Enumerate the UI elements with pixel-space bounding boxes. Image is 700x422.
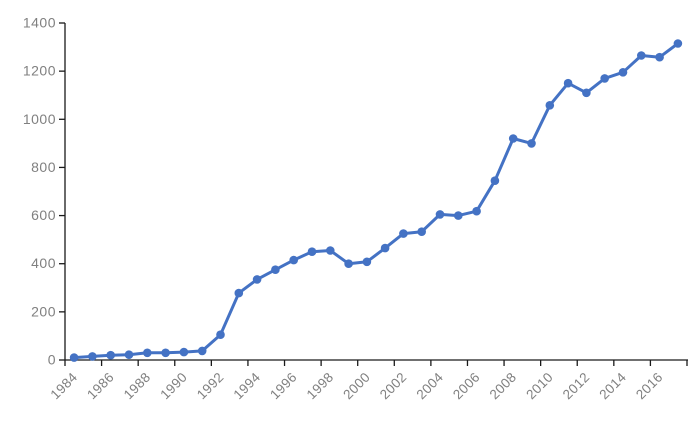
data-point-marker xyxy=(380,243,390,253)
x-tick-label: 1996 xyxy=(267,370,300,403)
data-point-marker xyxy=(545,101,555,110)
x-tick-label: 2010 xyxy=(523,370,556,403)
data-point-marker xyxy=(600,74,609,83)
y-tick-label: 0 xyxy=(48,352,56,368)
y-tick-label: 1400 xyxy=(23,15,56,31)
data-point-marker xyxy=(527,139,536,148)
data-point-marker xyxy=(582,88,591,98)
data-point-marker xyxy=(655,52,664,62)
x-tick-label: 2002 xyxy=(377,370,410,403)
data-point-marker xyxy=(234,288,244,298)
data-point-marker xyxy=(435,210,445,219)
x-tick-label: 2012 xyxy=(560,370,593,403)
x-tick-label: 2004 xyxy=(413,369,446,402)
data-point-marker xyxy=(508,134,518,143)
x-tick-label: 1994 xyxy=(231,369,264,402)
data-point-marker xyxy=(344,259,353,269)
y-tick-label: 600 xyxy=(31,207,56,223)
data-point-marker xyxy=(673,39,683,48)
x-tick-label: 1990 xyxy=(157,370,190,403)
data-point-marker xyxy=(252,275,262,284)
data-point-marker xyxy=(454,211,463,220)
data-point-marker xyxy=(326,246,335,255)
data-point-marker xyxy=(472,206,481,216)
data-point-marker xyxy=(179,347,189,357)
data-point-marker xyxy=(417,227,427,236)
y-tick-label: 1200 xyxy=(23,63,56,79)
data-point-marker xyxy=(618,68,628,77)
x-tick-label: 2016 xyxy=(633,370,666,403)
x-tick-label: 1988 xyxy=(121,370,154,403)
data-point-marker xyxy=(124,350,134,360)
series-line xyxy=(72,42,680,360)
x-tick-label: 2014 xyxy=(596,369,629,402)
x-tick-label: 1984 xyxy=(48,369,81,402)
y-tick-label: 200 xyxy=(31,303,56,319)
data-point-marker xyxy=(69,353,79,362)
x-tick-label: 1998 xyxy=(304,370,337,403)
x-tick-label: 2006 xyxy=(450,370,483,403)
y-tick-label: 1000 xyxy=(23,111,56,127)
y-tick-label: 800 xyxy=(31,159,56,175)
y-tick-label: 400 xyxy=(31,255,56,271)
data-point-marker xyxy=(106,350,115,360)
data-point-marker xyxy=(271,265,280,275)
data-point-marker xyxy=(88,352,97,361)
data-point-marker xyxy=(563,78,573,88)
data-point-marker xyxy=(143,348,152,358)
x-tick-label: 2000 xyxy=(340,370,373,403)
data-point-marker xyxy=(216,330,225,340)
x-tick-label: 2008 xyxy=(487,370,520,403)
data-point-marker xyxy=(161,348,170,358)
data-point-marker xyxy=(637,51,646,60)
data-point-marker xyxy=(197,346,207,356)
data-point-marker xyxy=(399,229,408,238)
data-point-marker xyxy=(289,255,299,265)
x-tick-label: 1992 xyxy=(194,370,227,403)
x-tick-label: 1986 xyxy=(84,370,117,403)
data-point-marker xyxy=(490,176,500,185)
data-point-marker xyxy=(362,257,372,267)
data-point-marker xyxy=(307,247,317,256)
